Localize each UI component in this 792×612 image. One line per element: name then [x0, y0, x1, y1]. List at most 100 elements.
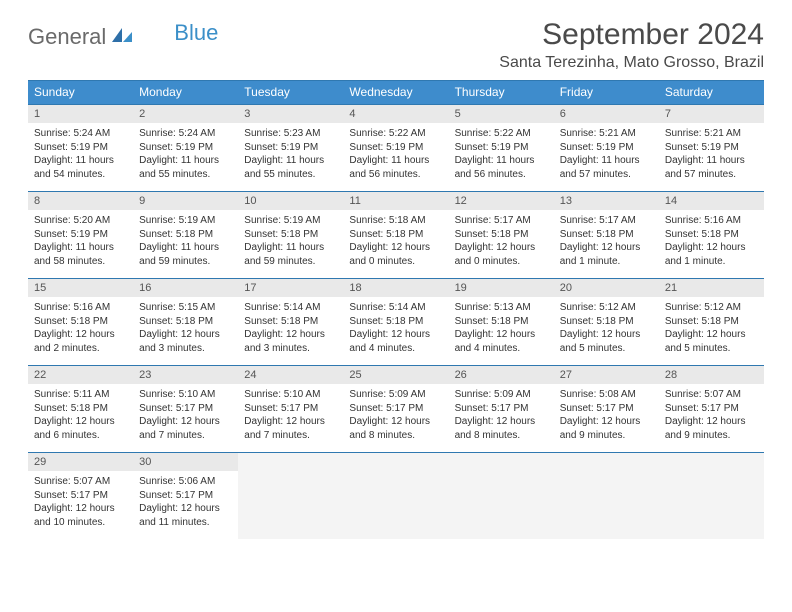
day-content-cell: Sunrise: 5:14 AMSunset: 5:18 PMDaylight:… [238, 297, 343, 366]
daylight-text-1: Daylight: 12 hours [34, 502, 127, 516]
sunrise-text: Sunrise: 5:24 AM [34, 127, 127, 141]
weekday-header: Tuesday [238, 81, 343, 105]
day-number-cell: 18 [343, 279, 448, 298]
sunset-text: Sunset: 5:18 PM [455, 228, 548, 242]
sunrise-text: Sunrise: 5:16 AM [34, 301, 127, 315]
daylight-text-1: Daylight: 11 hours [349, 154, 442, 168]
sunrise-text: Sunrise: 5:12 AM [665, 301, 758, 315]
sunrise-text: Sunrise: 5:19 AM [139, 214, 232, 228]
sunrise-text: Sunrise: 5:22 AM [455, 127, 548, 141]
daylight-text-2: and 11 minutes. [139, 516, 232, 530]
sunset-text: Sunset: 5:18 PM [665, 228, 758, 242]
title-block: September 2024 Santa Terezinha, Mato Gro… [499, 18, 764, 72]
day-number-cell [449, 453, 554, 472]
sunset-text: Sunset: 5:18 PM [455, 315, 548, 329]
day-content-cell: Sunrise: 5:21 AMSunset: 5:19 PMDaylight:… [554, 123, 659, 192]
day-number-cell: 19 [449, 279, 554, 298]
sunrise-text: Sunrise: 5:23 AM [244, 127, 337, 141]
daylight-text-2: and 1 minute. [665, 255, 758, 269]
sunset-text: Sunset: 5:19 PM [139, 141, 232, 155]
daylight-text-2: and 58 minutes. [34, 255, 127, 269]
day-number-row: 2930 [28, 453, 764, 472]
daylight-text-2: and 4 minutes. [349, 342, 442, 356]
day-number-cell: 5 [449, 105, 554, 124]
daylight-text-2: and 4 minutes. [455, 342, 548, 356]
daylight-text-1: Daylight: 12 hours [139, 328, 232, 342]
daylight-text-2: and 57 minutes. [665, 168, 758, 182]
daylight-text-2: and 5 minutes. [665, 342, 758, 356]
daylight-text-2: and 59 minutes. [244, 255, 337, 269]
daylight-text-1: Daylight: 12 hours [455, 241, 548, 255]
day-number-cell: 14 [659, 192, 764, 211]
day-number-cell: 13 [554, 192, 659, 211]
day-number-cell: 12 [449, 192, 554, 211]
day-number-cell [238, 453, 343, 472]
day-content-cell: Sunrise: 5:09 AMSunset: 5:17 PMDaylight:… [449, 384, 554, 453]
sunset-text: Sunset: 5:18 PM [560, 228, 653, 242]
day-number-row: 891011121314 [28, 192, 764, 211]
sunrise-text: Sunrise: 5:20 AM [34, 214, 127, 228]
day-content-cell: Sunrise: 5:07 AMSunset: 5:17 PMDaylight:… [659, 384, 764, 453]
day-content-cell: Sunrise: 5:22 AMSunset: 5:19 PMDaylight:… [449, 123, 554, 192]
day-number-cell [659, 453, 764, 472]
day-content-cell: Sunrise: 5:06 AMSunset: 5:17 PMDaylight:… [133, 471, 238, 539]
sunset-text: Sunset: 5:17 PM [139, 402, 232, 416]
daylight-text-2: and 55 minutes. [244, 168, 337, 182]
daylight-text-2: and 56 minutes. [349, 168, 442, 182]
daylight-text-2: and 5 minutes. [560, 342, 653, 356]
day-content-row: Sunrise: 5:20 AMSunset: 5:19 PMDaylight:… [28, 210, 764, 279]
daylight-text-1: Daylight: 11 hours [34, 241, 127, 255]
day-number-cell: 25 [343, 366, 448, 385]
day-content-cell: Sunrise: 5:17 AMSunset: 5:18 PMDaylight:… [449, 210, 554, 279]
sunrise-text: Sunrise: 5:09 AM [455, 388, 548, 402]
day-number-cell: 16 [133, 279, 238, 298]
day-content-cell: Sunrise: 5:11 AMSunset: 5:18 PMDaylight:… [28, 384, 133, 453]
sunrise-text: Sunrise: 5:07 AM [665, 388, 758, 402]
brand-sail-icon [110, 24, 134, 50]
sunrise-text: Sunrise: 5:11 AM [34, 388, 127, 402]
daylight-text-1: Daylight: 12 hours [665, 415, 758, 429]
sunset-text: Sunset: 5:17 PM [139, 489, 232, 503]
day-number-cell [343, 453, 448, 472]
daylight-text-1: Daylight: 12 hours [34, 328, 127, 342]
daylight-text-2: and 55 minutes. [139, 168, 232, 182]
sunrise-text: Sunrise: 5:08 AM [560, 388, 653, 402]
sunrise-text: Sunrise: 5:06 AM [139, 475, 232, 489]
sunset-text: Sunset: 5:18 PM [139, 315, 232, 329]
sunset-text: Sunset: 5:18 PM [34, 315, 127, 329]
sunrise-text: Sunrise: 5:16 AM [665, 214, 758, 228]
weekday-header: Monday [133, 81, 238, 105]
daylight-text-2: and 0 minutes. [349, 255, 442, 269]
day-content-cell: Sunrise: 5:24 AMSunset: 5:19 PMDaylight:… [28, 123, 133, 192]
daylight-text-1: Daylight: 12 hours [349, 328, 442, 342]
day-content-cell: Sunrise: 5:19 AMSunset: 5:18 PMDaylight:… [133, 210, 238, 279]
day-content-cell: Sunrise: 5:22 AMSunset: 5:19 PMDaylight:… [343, 123, 448, 192]
daylight-text-1: Daylight: 12 hours [244, 415, 337, 429]
sunrise-text: Sunrise: 5:13 AM [455, 301, 548, 315]
daylight-text-1: Daylight: 12 hours [349, 241, 442, 255]
sunrise-text: Sunrise: 5:09 AM [349, 388, 442, 402]
weekday-header: Saturday [659, 81, 764, 105]
daylight-text-2: and 7 minutes. [244, 429, 337, 443]
daylight-text-2: and 8 minutes. [455, 429, 548, 443]
day-content-cell: Sunrise: 5:18 AMSunset: 5:18 PMDaylight:… [343, 210, 448, 279]
day-number-cell: 2 [133, 105, 238, 124]
day-number-cell: 9 [133, 192, 238, 211]
daylight-text-1: Daylight: 12 hours [139, 415, 232, 429]
day-number-cell: 6 [554, 105, 659, 124]
day-content-cell: Sunrise: 5:07 AMSunset: 5:17 PMDaylight:… [28, 471, 133, 539]
brand-first: General [28, 24, 106, 50]
sunset-text: Sunset: 5:18 PM [349, 228, 442, 242]
day-content-cell: Sunrise: 5:14 AMSunset: 5:18 PMDaylight:… [343, 297, 448, 366]
daylight-text-2: and 54 minutes. [34, 168, 127, 182]
calendar-page: General Blue September 2024 Santa Terezi… [0, 0, 792, 557]
sunrise-text: Sunrise: 5:07 AM [34, 475, 127, 489]
daylight-text-2: and 57 minutes. [560, 168, 653, 182]
day-content-cell: Sunrise: 5:24 AMSunset: 5:19 PMDaylight:… [133, 123, 238, 192]
daylight-text-2: and 56 minutes. [455, 168, 548, 182]
sunrise-text: Sunrise: 5:12 AM [560, 301, 653, 315]
sunset-text: Sunset: 5:17 PM [560, 402, 653, 416]
sunset-text: Sunset: 5:18 PM [244, 228, 337, 242]
sunset-text: Sunset: 5:19 PM [34, 141, 127, 155]
weekday-header-row: Sunday Monday Tuesday Wednesday Thursday… [28, 81, 764, 105]
